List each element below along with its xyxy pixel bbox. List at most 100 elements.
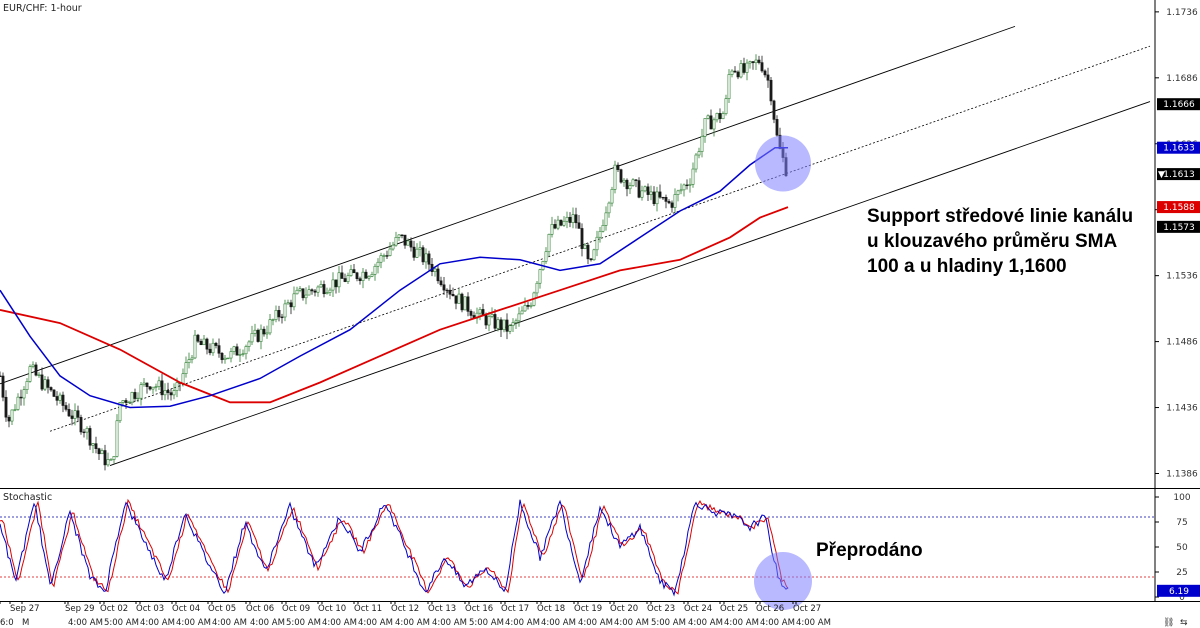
candle-body [223, 357, 227, 360]
x-tick-label: Oct 27 [793, 604, 821, 614]
candle-body [718, 113, 722, 120]
candle-body [175, 382, 179, 391]
candle-body [568, 216, 572, 223]
candle-body [625, 179, 629, 190]
candle-body [352, 269, 356, 274]
candle-body [529, 304, 533, 307]
candle-body [682, 184, 686, 191]
x-tick-label: 4:00 AM [541, 618, 576, 628]
candle-body [544, 251, 548, 262]
candle-body [493, 314, 497, 329]
candle-body [451, 293, 455, 297]
x-tick-label: 4:00 AM [614, 618, 649, 628]
candle-body [76, 410, 80, 418]
candle-body [724, 98, 728, 114]
highlight-circle-price [755, 135, 811, 192]
stoch-y-tick-label: 25 [1176, 568, 1187, 578]
candle-body [337, 272, 341, 288]
sma-200-line [0, 206, 789, 404]
x-tick-label: Sep 29 [65, 604, 95, 614]
candle-body [7, 416, 11, 422]
candle-body [304, 294, 308, 299]
candle-body [358, 278, 362, 281]
candle-body [613, 164, 617, 190]
y-tick-label: 1.1486 [1166, 338, 1198, 348]
candle-body [379, 255, 383, 263]
candle-body [163, 390, 167, 396]
x-tick-label: Oct 20 [610, 604, 638, 614]
candle-body [547, 233, 551, 253]
x-tick-label: 4:00 AM [68, 618, 103, 628]
candle-body [127, 401, 131, 404]
candle-body [502, 319, 506, 331]
candle-body [490, 314, 494, 317]
candle-body [556, 219, 560, 229]
price-tag-label: 1.1666 [1163, 100, 1195, 110]
candle-body [517, 313, 521, 322]
candle-body [346, 275, 350, 282]
candle-body [712, 119, 716, 130]
candle-body [148, 386, 152, 390]
candle-body [574, 214, 578, 224]
candle-body [640, 190, 644, 198]
candle-body [715, 113, 719, 121]
candle-body [283, 303, 287, 318]
stoch-value-tag-box [1157, 584, 1200, 597]
candle-body [256, 329, 260, 342]
price-tag-marker: ▼ [1158, 170, 1165, 180]
candle-body [580, 228, 584, 249]
candle-body [385, 255, 389, 257]
candle-body [79, 417, 83, 433]
stochastic-panel: 100 75 50 25 06.19 [0, 493, 1200, 610]
candle-body [652, 191, 656, 205]
candle-body [448, 289, 452, 295]
candle-body [22, 389, 26, 399]
candle-body [307, 289, 311, 296]
x-tick-label: 5:00 AM [286, 618, 321, 628]
candle-body [115, 420, 119, 457]
x-tick-label: 4:00 AM [505, 618, 540, 628]
x-tick-label: 4:00 AM [250, 618, 285, 628]
candle-body [295, 289, 299, 295]
candle-body [250, 333, 254, 343]
channel-lower-line [109, 101, 1151, 467]
price-tag-label: 1.1588 [1163, 203, 1195, 213]
candle-body [184, 362, 188, 375]
x-tick-label: Oct 12 [391, 604, 419, 614]
candle-body [739, 63, 743, 78]
candle-body [391, 244, 395, 250]
candle-body [331, 279, 335, 291]
candle-body [31, 364, 35, 367]
x-tick-label: M [22, 618, 29, 628]
x-tick-label: 4:00 AM [358, 618, 393, 628]
candle-body [667, 201, 671, 204]
candle-body [676, 190, 680, 195]
candle-body [334, 279, 338, 288]
candle-body [373, 265, 377, 275]
candle-body [199, 340, 203, 346]
candle-body [277, 310, 281, 318]
candle-body [121, 400, 125, 403]
candle-body [688, 184, 692, 186]
stoch-k-line [0, 499, 789, 597]
candle-body [316, 286, 320, 293]
candle-body [703, 118, 707, 137]
support-annotation-line-2: u klouzavého průměru SMA [867, 231, 1117, 252]
x-tick-label: Oct 19 [574, 604, 602, 614]
candle-body [751, 61, 755, 64]
x-tick-label: 5:00 AM [469, 618, 504, 628]
candle-body [103, 450, 107, 466]
candle-body [412, 246, 416, 258]
candle-body [697, 151, 701, 156]
candle-body [469, 311, 473, 316]
candle-body [259, 328, 263, 342]
x-tick-label: Oct 10 [318, 604, 346, 614]
candle-body [424, 253, 428, 263]
candle-body [769, 79, 773, 102]
candle-body [394, 237, 398, 246]
candle-body [628, 185, 632, 190]
y-tick-label: 1.1686 [1166, 74, 1198, 84]
candle-body [187, 359, 191, 363]
candle-body [0, 375, 2, 377]
